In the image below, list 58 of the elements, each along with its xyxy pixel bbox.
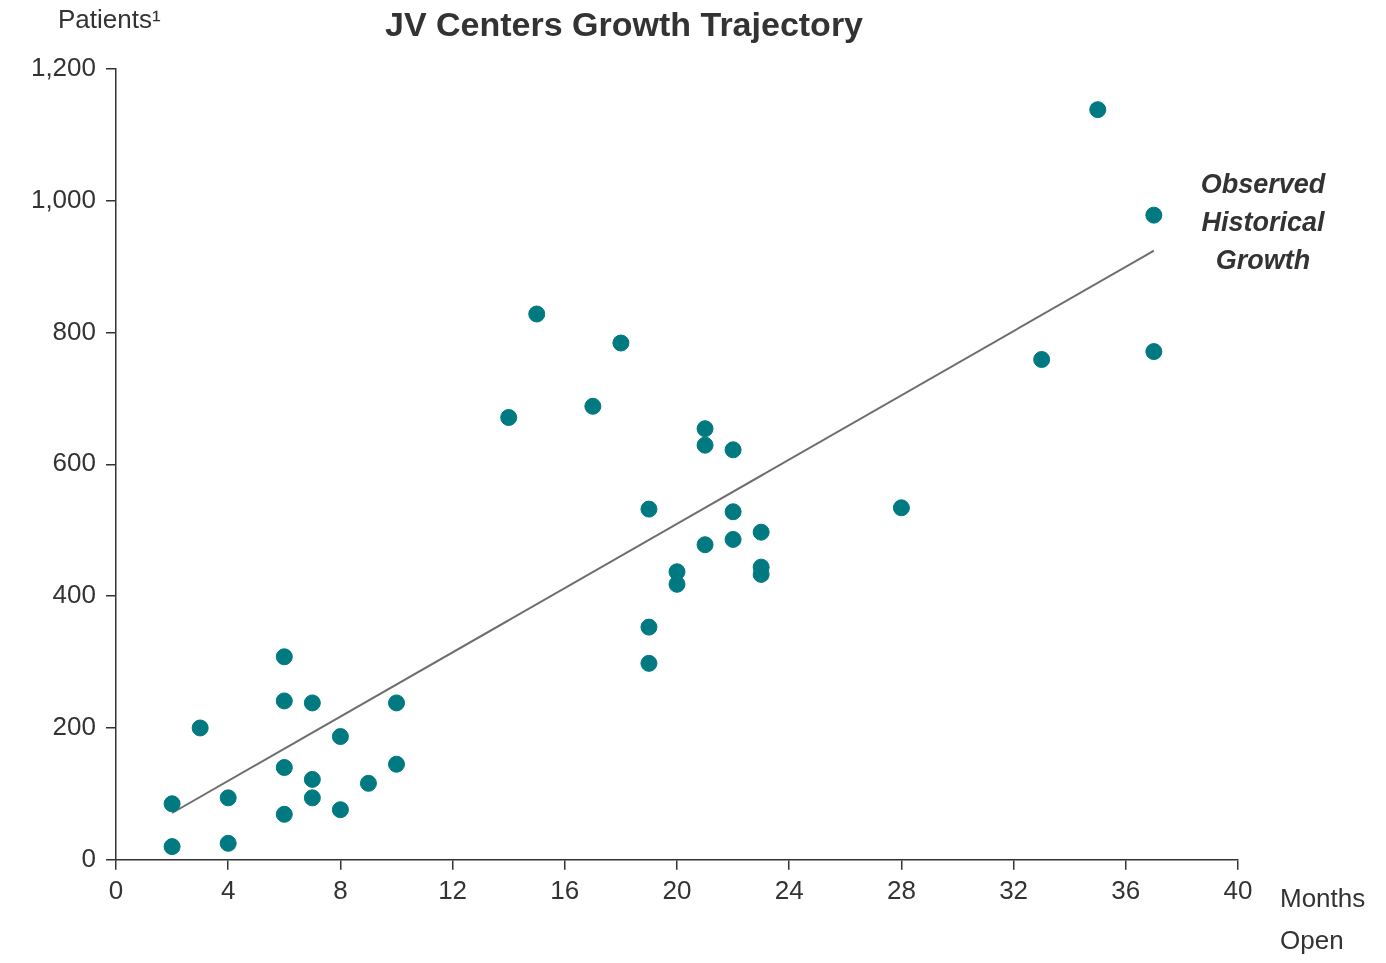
x-tick-label: 40	[1223, 874, 1253, 905]
point	[724, 441, 742, 459]
point	[331, 801, 349, 819]
y-tick-label: 800	[52, 315, 96, 346]
point	[752, 523, 770, 541]
y-tick-label: 600	[52, 447, 96, 478]
point	[275, 692, 293, 710]
y-tick-label: 1,200	[30, 51, 96, 82]
x-tick-label: 0	[108, 874, 124, 905]
x-tick-label: 24	[774, 874, 804, 905]
point	[640, 618, 658, 636]
y-tick-label: 400	[52, 579, 96, 610]
x-tick-label: 32	[999, 874, 1029, 905]
x-tick-label: 12	[438, 874, 468, 905]
point	[724, 530, 742, 548]
point	[303, 770, 321, 788]
point	[163, 795, 181, 813]
point	[612, 334, 630, 352]
y-tick-label: 1,000	[30, 183, 96, 214]
point	[892, 499, 910, 517]
y-tick-label: 200	[52, 711, 96, 742]
chart-title: JV Centers Growth Trajectory	[384, 4, 864, 43]
point	[640, 654, 658, 672]
point	[219, 789, 237, 807]
y-axis-title: Patients¹	[58, 4, 161, 34]
point	[1033, 350, 1051, 368]
x-tick-label: 16	[550, 874, 580, 905]
point	[219, 834, 237, 852]
x-tick-label: 4	[220, 874, 236, 905]
point	[163, 838, 181, 856]
point	[303, 789, 321, 807]
point	[696, 536, 714, 554]
point	[191, 719, 209, 737]
point	[724, 503, 742, 521]
point	[303, 694, 321, 712]
point	[275, 759, 293, 777]
point	[500, 409, 518, 426]
x-tick-label: 20	[662, 874, 692, 905]
x-tick-label: 28	[886, 874, 916, 905]
annotation: Observed Historical Growth	[1200, 169, 1326, 276]
point	[359, 774, 377, 792]
point	[1145, 343, 1163, 361]
point	[275, 648, 293, 666]
y-tick-label: 0	[81, 842, 96, 873]
point	[640, 500, 658, 518]
point	[388, 694, 405, 712]
point	[584, 397, 602, 415]
x-axis-title: Months Open	[1280, 882, 1366, 955]
point	[331, 728, 349, 746]
x-tick-label: 36	[1111, 874, 1141, 905]
point	[1089, 101, 1107, 119]
point	[1145, 206, 1163, 224]
point	[696, 420, 714, 438]
point	[696, 436, 714, 454]
x-tick-label: 8	[333, 874, 348, 905]
point	[388, 755, 405, 773]
point	[528, 305, 546, 323]
point	[275, 805, 293, 823]
